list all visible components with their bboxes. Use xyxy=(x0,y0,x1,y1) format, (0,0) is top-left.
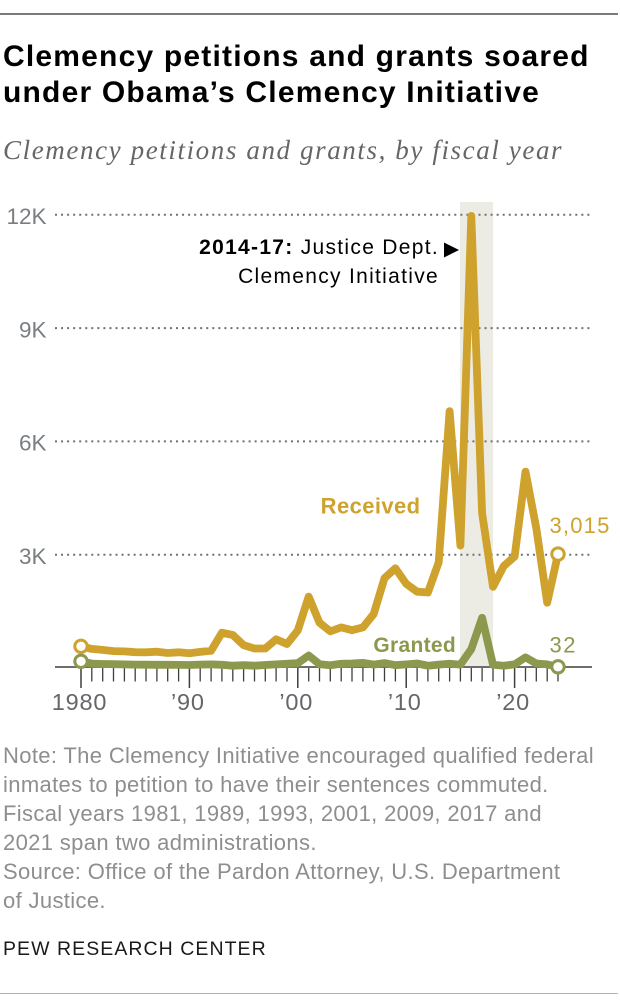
svg-text:12K: 12K xyxy=(6,204,46,229)
svg-text:1980: 1980 xyxy=(52,689,107,715)
svg-text:’20: ’20 xyxy=(496,689,530,715)
svg-text:Received: Received xyxy=(321,494,421,519)
svg-text:’00: ’00 xyxy=(279,689,313,715)
svg-text:Granted: Granted xyxy=(373,634,456,657)
svg-text:32: 32 xyxy=(550,633,577,658)
svg-text:3K: 3K xyxy=(19,544,47,569)
svg-text:9K: 9K xyxy=(19,317,47,342)
svg-text:’10: ’10 xyxy=(388,689,422,715)
svg-text:’90: ’90 xyxy=(171,689,205,715)
svg-text:6K: 6K xyxy=(19,431,47,456)
svg-text:3,015: 3,015 xyxy=(550,513,611,538)
